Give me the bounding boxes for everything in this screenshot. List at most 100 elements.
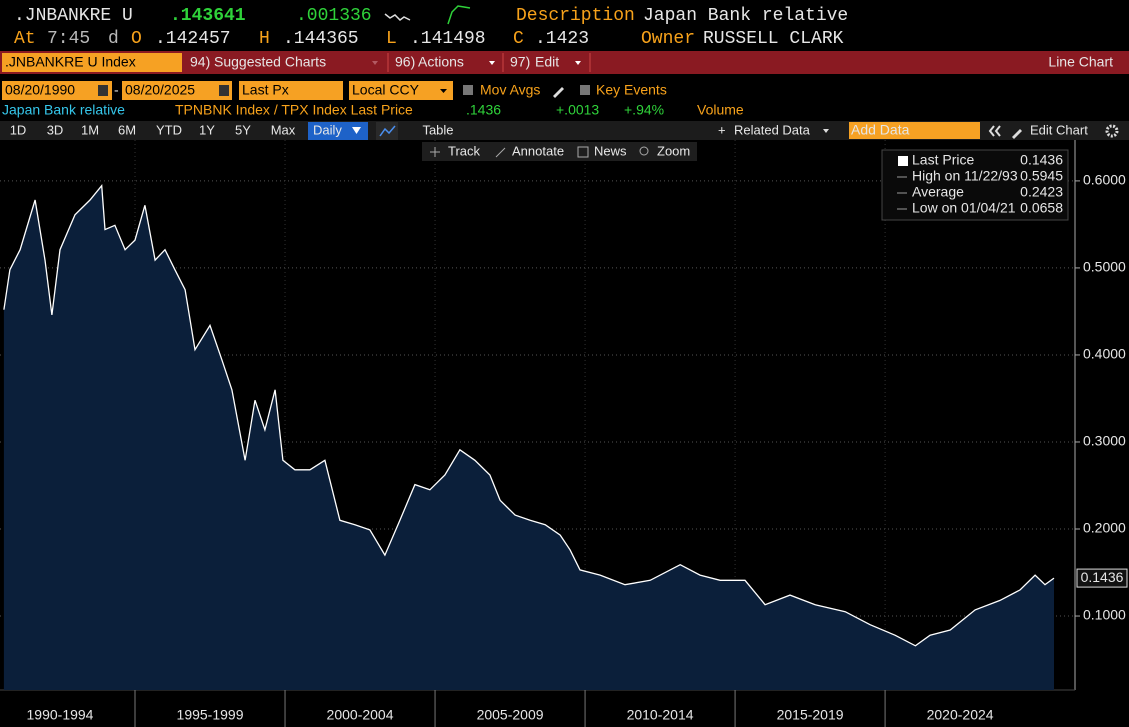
period-button[interactable]: Max [271, 122, 296, 137]
y-tick-label: 0.5000 [1083, 259, 1126, 275]
option: Key Events [596, 82, 667, 98]
related-data[interactable]: Related Data [734, 122, 811, 137]
description-label: Description [516, 6, 635, 26]
ticker: .JNBANKRE U [14, 6, 133, 26]
y-tick-label: 0.1000 [1083, 607, 1126, 623]
legend-value: 0.1436 [1020, 152, 1063, 168]
open: .142457 [155, 29, 231, 49]
add-data: Add Data [851, 122, 910, 138]
high: .144365 [283, 29, 359, 49]
track-icon [430, 147, 440, 157]
legend-label: Low on 01/04/21 [912, 200, 1016, 216]
period-button[interactable]: 1D [10, 122, 27, 137]
sparkline [447, 5, 471, 25]
menu-code: 94) [190, 54, 210, 70]
period-button[interactable]: 1M [81, 122, 99, 137]
last-price-tag [1076, 568, 1128, 588]
dropdown-arrow [575, 61, 581, 65]
date-separator: - [114, 82, 119, 98]
area [3, 185, 1054, 690]
pencil-icon [1012, 129, 1022, 139]
dropdown-arrow [489, 61, 495, 65]
volume: Volume [697, 102, 744, 118]
tool[interactable]: Zoom [657, 143, 690, 158]
chart-icon [379, 125, 396, 137]
y-tick-label: 0.4000 [1083, 346, 1126, 362]
period-button[interactable]: YTD [156, 122, 182, 137]
plus: + [718, 122, 726, 137]
line [3, 184, 1055, 647]
last-price: .143641 [170, 6, 246, 26]
period-button[interactable]: 5Y [235, 122, 251, 137]
currency-select[interactable] [349, 81, 453, 100]
x-tick-label: 1990-1994 [27, 707, 94, 723]
currency: Local CCY [352, 82, 420, 98]
chart-type[interactable]: Line Chart [1048, 54, 1113, 70]
low-label: L [386, 29, 397, 49]
period-button[interactable]: 6M [118, 122, 136, 137]
legend-box [881, 149, 1069, 221]
close: .1423 [535, 29, 589, 49]
dropdown-arrow [352, 127, 361, 134]
dropdown-arrow [372, 61, 378, 65]
close-label: C [513, 29, 524, 49]
field-select[interactable] [239, 81, 343, 100]
quote-header: .JNBANKRE U .143641 .001336 Description … [14, 5, 848, 49]
description: Japan Bank relative [643, 6, 848, 26]
dropdown-arrow [440, 89, 447, 93]
calendar-icon[interactable] [219, 85, 229, 96]
owner-label: Owner [641, 29, 695, 49]
option: Mov Avgs [480, 82, 540, 98]
date-input[interactable] [122, 81, 232, 100]
x-tick-label: 2015-2019 [777, 707, 844, 723]
edit-chart[interactable]: Edit Chart [1030, 122, 1088, 137]
tool[interactable]: Track [448, 143, 481, 158]
tool[interactable]: Annotate [512, 143, 564, 158]
series-change: +.0013 [556, 102, 599, 118]
tool[interactable]: News [594, 143, 627, 158]
field: Last Px [242, 82, 289, 98]
time: 7:45 [47, 29, 90, 49]
series-last: .1436 [466, 102, 501, 118]
table-button[interactable]: Table [422, 122, 453, 137]
gear-icon[interactable] [1105, 124, 1119, 138]
at-label: At [14, 29, 36, 49]
menu-item[interactable]: Suggested Charts [214, 54, 326, 70]
owner: RUSSELL CLARK [703, 29, 844, 49]
calendar-icon[interactable] [98, 85, 108, 96]
d-label: d [108, 29, 119, 49]
security-box[interactable] [2, 53, 182, 72]
frequency-button[interactable] [308, 122, 368, 140]
x-tick-label: 2010-2014 [627, 707, 694, 723]
x-tick-label: 2000-2004 [327, 707, 394, 723]
x-tick-label: 2020-2024 [927, 707, 994, 723]
menu-item[interactable]: Edit [535, 54, 559, 70]
net-change: .001336 [296, 6, 372, 26]
y-tick-label: 0.3000 [1083, 433, 1126, 449]
legend-label: Average [912, 184, 964, 200]
zoom-icon [639, 146, 649, 156]
legend-value: 0.0658 [1020, 200, 1063, 216]
date-input[interactable] [2, 81, 112, 100]
menu-item[interactable]: Actions [418, 54, 464, 70]
checkbox[interactable] [463, 85, 473, 95]
legend-label: High on 11/22/93 [912, 168, 1018, 184]
high-label: H [259, 29, 270, 49]
pencil-icon[interactable] [553, 87, 564, 98]
series-pct: +.94% [624, 102, 664, 118]
settings-row: 08/20/1990 - 08/20/2025 Last Px Local CC… [2, 81, 667, 100]
y-tick-label: 0.6000 [1083, 172, 1126, 188]
period-button[interactable]: 1Y [199, 122, 215, 137]
checkbox[interactable] [580, 85, 590, 95]
add-data-input[interactable] [849, 122, 980, 139]
collapse-icon[interactable] [988, 125, 1001, 137]
menu-code: 96) [395, 54, 415, 70]
x-tick-label: 1995-1999 [177, 707, 244, 723]
low: .141498 [410, 29, 486, 49]
end-date: 08/20/2025 [125, 82, 195, 98]
chart: 0.1000 0.2000 0.3000 0.4000 0.5000 0.6000 1990… [0, 140, 1128, 727]
period-button[interactable]: 3D [47, 122, 64, 137]
start-date: 08/20/1990 [5, 82, 75, 98]
legend-swatch [898, 156, 908, 166]
